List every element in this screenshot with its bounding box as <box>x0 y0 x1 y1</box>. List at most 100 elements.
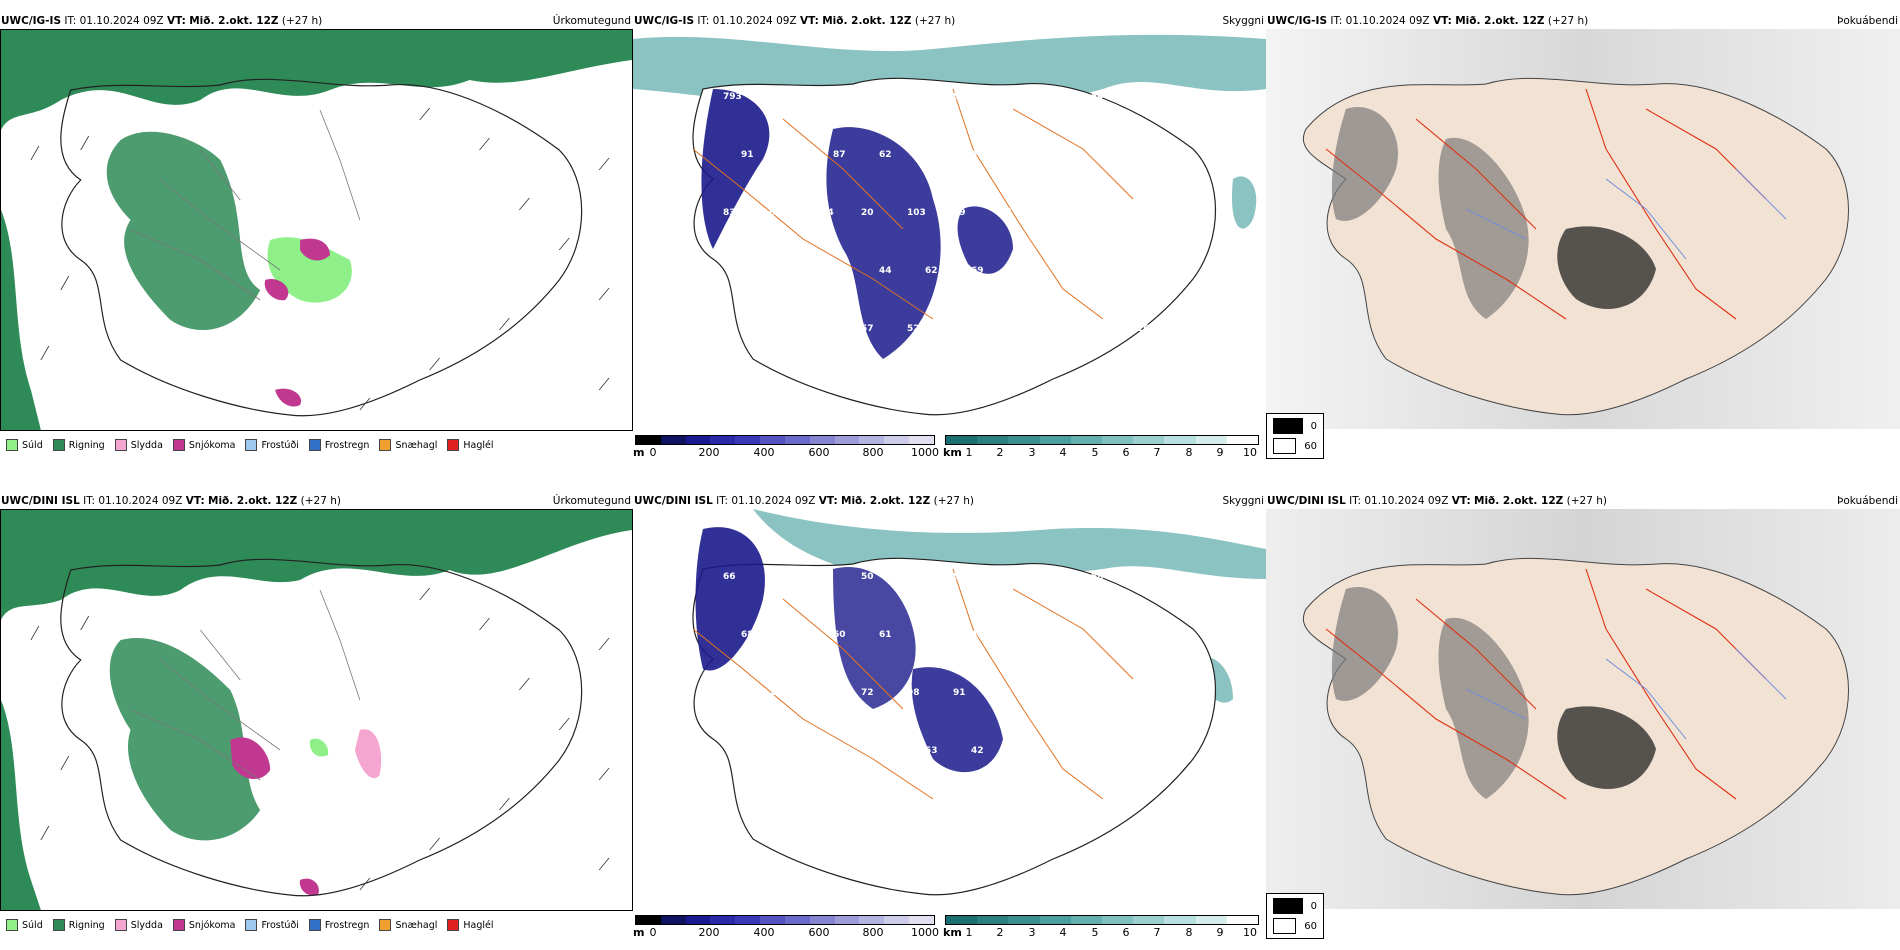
legend-item-rain: Rigning <box>52 439 105 451</box>
legend-item-hail: Haglél <box>447 919 494 931</box>
cloud-base-value-label: 116 <box>769 572 788 582</box>
visibility-colorbar: km 1 2 3 4 5 6 7 8 9 10 <box>943 915 1259 939</box>
panel-header: UWC/DINI ISL IT: 01.10.2024 09Z VT: Mið.… <box>634 495 1264 507</box>
cloud-base-value-label: 28 <box>769 804 782 814</box>
legend-item-drizzle: Súld <box>6 439 43 451</box>
panel-title: Skyggni <box>1222 15 1265 27</box>
cloud-base-value-label: 107 <box>879 746 898 756</box>
cloud-base-value-label: 150 <box>1063 746 1082 756</box>
cloud-base-unit: m <box>633 446 645 459</box>
cloud-base-value-label: 44 <box>879 266 892 276</box>
cloud-base-value-label: 264 <box>815 208 834 218</box>
init-time: 01.10.2024 09Z <box>1364 495 1449 507</box>
cloud-base-value-label: 233 <box>815 324 834 334</box>
cloud-base-value-label: 54 <box>833 266 846 276</box>
cloud-base-value-label: 59 <box>1109 746 1122 756</box>
fog-map <box>1266 509 1900 909</box>
cloud-base-value-label: 62 <box>879 150 892 160</box>
cloud-base-value-label: 161 <box>1155 746 1174 756</box>
panel-header: UWC/DINI ISL IT: 01.10.2024 09Z VT: Mið.… <box>1267 495 1898 507</box>
cloud-base-value-label: 106 <box>1109 150 1128 160</box>
cloud-base-value-label: 125 <box>787 746 806 756</box>
lead-time: (+27 h) <box>914 15 956 27</box>
cloud-base-value-label: 40 <box>787 266 800 276</box>
init-time: 01.10.2024 09Z <box>731 495 816 507</box>
cloud-base-value-label: 53 <box>1045 688 1058 698</box>
tick-label: 200 <box>698 446 720 459</box>
cloud-base-value-label: 20 <box>861 208 874 218</box>
valid-time: Mið. 2.okt. 12Z <box>1474 495 1564 507</box>
tick-label: 400 <box>753 446 775 459</box>
cloud-map: 793 759 366 320 140 87 59 48 54 82 91 69 87 62 78 96 54 5… <box>633 29 1266 429</box>
cloud-base-value-label: 16 <box>1109 630 1122 640</box>
cloud-base-value-label: 76 <box>1155 150 1168 160</box>
cloud-base-value-label: 82 <box>1137 92 1150 102</box>
cloud-base-value-label: 293 <box>1017 266 1036 276</box>
visibility-unit: km <box>943 926 962 939</box>
cloud-base-value-label: 43 <box>971 630 984 640</box>
legend-item-freezing-rain: Frostregn <box>308 919 369 931</box>
cloud-map: 66 116 53 50 78 83 59 96 88 57 68 62 60 61 32 43 47 96 16 8… <box>633 509 1266 909</box>
cloud-base-value-label: 57 <box>861 324 874 334</box>
cloud-base-value-label: 47 <box>953 324 966 334</box>
cloud-base-value-label: 52 <box>907 324 920 334</box>
cloud-base-value-label: 96 <box>1063 630 1076 640</box>
tick-label: 1000 <box>911 446 939 459</box>
legend-item-snow-pellets: Snæhagl <box>379 439 437 451</box>
valid-time: Mið. 2.okt. 12Z <box>841 495 931 507</box>
cloud-base-value-label: 62 <box>787 630 800 640</box>
lead-time: (+27 h) <box>1566 495 1607 507</box>
panel-title: Þokuábendi <box>1837 15 1898 27</box>
init-time: 01.10.2024 09Z <box>79 15 164 27</box>
lead-time: (+27 h) <box>1547 15 1589 27</box>
cloud-base-value-label: 96 <box>1045 572 1058 582</box>
cloud-base-value-label: 53 <box>925 746 938 756</box>
cloud-base-value-label: 50 <box>1017 746 1030 756</box>
precip-type-legend: Súld Rigning Slydda Snjókoma Frostúði Fr… <box>6 919 494 931</box>
cloud-base-value-label: 96 <box>971 150 984 160</box>
cloud-base-value-label: 54 <box>1091 92 1104 102</box>
model-name: UWC/DINI ISL <box>634 495 713 507</box>
cloud-base-colorbar-strip <box>635 915 935 925</box>
cloud-base-value-label: 47 <box>1017 630 1030 640</box>
row-1-cloud-panel: UWC/IG-IS IT: 01.10.2024 09Z VT: Mið. 2.… <box>633 13 1266 463</box>
fog-key-label: 60 <box>1304 440 1317 452</box>
precip-map <box>0 509 633 911</box>
visibility-colorbar: km 1 2 3 4 5 6 7 8 9 10 <box>943 435 1259 459</box>
model-name: UWC/IG-IS <box>1 15 62 27</box>
model-name: UWC/IG-IS <box>1267 15 1328 27</box>
init-time: 01.10.2024 09Z <box>1345 15 1430 27</box>
valid-time: Mið. 2.okt. 12Z <box>208 495 298 507</box>
tick-label: 600 <box>808 446 830 459</box>
cloud-base-value-label: 366 <box>815 92 834 102</box>
cloud-base-value-label: 59 <box>999 92 1012 102</box>
cloud-base-value-label: 78 <box>907 572 920 582</box>
cloud-base-value-label: 59 <box>999 572 1012 582</box>
model-name: UWC/IG-IS <box>634 15 695 27</box>
legend-item-hail: Haglél <box>447 439 494 451</box>
cloud-base-value-label: 261 <box>1063 266 1082 276</box>
legend-item-drizzle: Súld <box>6 919 43 931</box>
cloud-base-value-label: 64 <box>1137 208 1150 218</box>
cloud-base-value-label: 91 <box>953 688 966 698</box>
cloud-base-value-label: 83 <box>953 572 966 582</box>
legend-item-freezing-drizzle: Frostúði <box>245 439 299 451</box>
panel-header: UWC/IG-IS IT: 01.10.2024 09Z VT: Mið. 2.… <box>1 15 631 27</box>
legend-item-snow-pellets: Snæhagl <box>379 919 437 931</box>
cloud-base-value-label: 66 <box>723 572 736 582</box>
cloud-base-value-label: 92 <box>815 688 828 698</box>
cloud-base-value-label: 48 <box>1045 92 1058 102</box>
lead-time: (+27 h) <box>933 495 974 507</box>
cloud-base-value-label: 868 <box>1155 630 1174 640</box>
cloud-base-value-label: 16 <box>1137 324 1150 334</box>
precip-map <box>0 29 633 431</box>
fog-key-label: 0 <box>1310 420 1317 432</box>
panel-header: UWC/DINI ISL IT: 01.10.2024 09Z VT: Mið.… <box>1 495 631 507</box>
init-time: 01.10.2024 09Z <box>98 495 183 507</box>
cloud-base-value-label: 125 <box>1109 266 1128 276</box>
cloud-base-value-label: 15 <box>861 804 874 814</box>
cloud-base-value-label: 50 <box>861 572 874 582</box>
tick-label: 0 <box>649 446 657 459</box>
lead-time: (+27 h) <box>300 495 341 507</box>
cloud-base-value-label: 71 <box>1091 324 1104 334</box>
